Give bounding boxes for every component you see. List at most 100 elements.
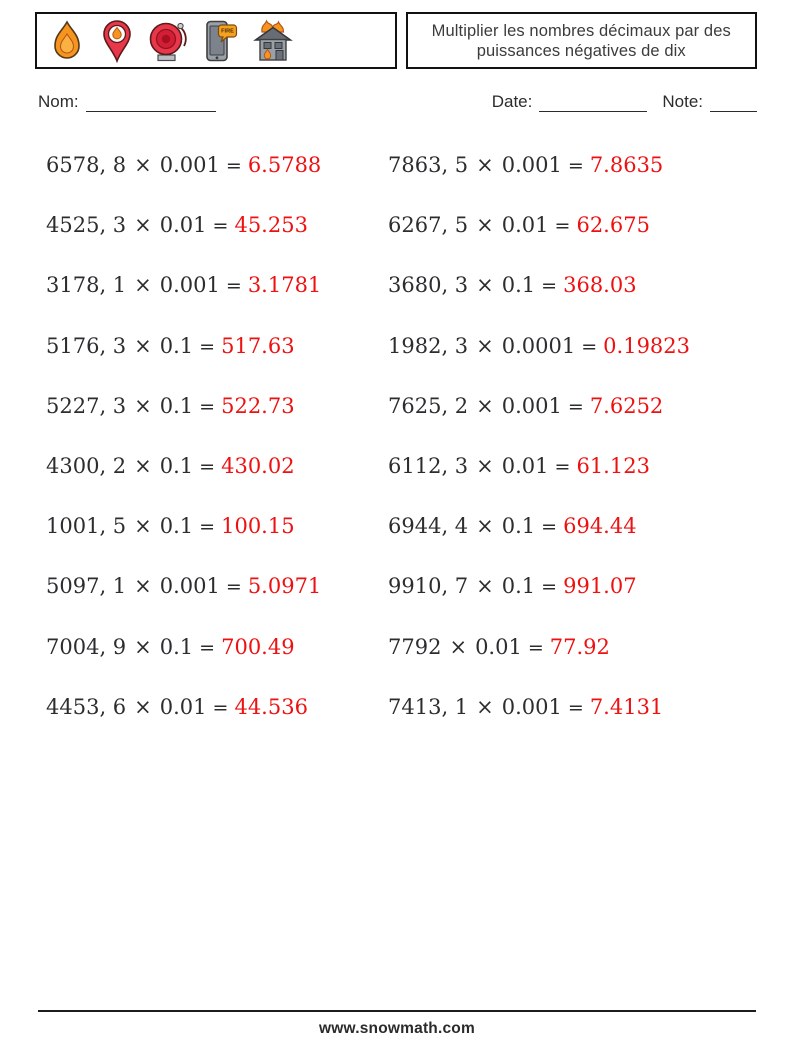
problem-row: 5097, 1 × 0.001 = 5.0971 [46, 571, 388, 631]
problem-multiplier: 0.001 [159, 574, 220, 599]
problem-multiplier: 0.01 [501, 453, 549, 478]
times-sign: × [134, 333, 152, 358]
times-sign: × [476, 273, 494, 298]
problem-row: 3178, 1 × 0.001 = 3.1781 [46, 270, 388, 330]
times-sign: × [476, 153, 494, 177]
problem-row: 1001, 5 × 0.1 = 100.15 [46, 511, 388, 571]
equals-sign: = [527, 636, 544, 659]
problem-operand: 7004, 9 [46, 634, 127, 659]
title-box: Multiplier les nombres décimaux par des … [405, 12, 757, 69]
problems-col-right: 7863, 5 × 0.001 = 7.8635 6267, 5 × 0.01 = 62.675 3… [388, 150, 766, 752]
name-field-group: Nom: [38, 92, 216, 112]
name-blank-line [85, 95, 216, 112]
times-sign: × [449, 634, 468, 659]
fire-alert-phone-icon: FIRE [200, 19, 240, 63]
problem-answer: 517.63 [221, 333, 295, 358]
name-label: Nom: [38, 92, 79, 111]
equals-sign: = [541, 275, 558, 298]
problem-multiplier: 0.001 [501, 694, 562, 719]
times-sign: × [134, 634, 152, 659]
problem-multiplier: 0.001 [501, 393, 562, 418]
problem-row: 6944, 4 × 0.1 = 694.44 [388, 511, 766, 571]
problem-operand: 3680, 3 [388, 273, 469, 298]
equals-sign: = [199, 636, 216, 659]
problem-row: 4525, 3 × 0.01 = 45.253 [46, 210, 388, 270]
problem-operand: 4525, 3 [46, 213, 127, 238]
problem-answer: 694.44 [563, 514, 637, 539]
equals-sign: = [225, 275, 242, 298]
problem-operand: 7413, 1 [388, 694, 469, 719]
burning-house-icon [251, 18, 295, 63]
problem-operand: 6112, 3 [388, 453, 469, 478]
equals-sign: = [199, 516, 216, 539]
problem-operand: 1001, 5 [46, 514, 127, 539]
problem-operand: 5097, 1 [46, 574, 127, 599]
problem-operand: 7863, 5 [388, 153, 469, 177]
equals-sign: = [581, 335, 598, 358]
equals-sign: = [225, 155, 242, 177]
fields-row: Nom: Date: Note: [38, 92, 757, 112]
problem-multiplier: 0.001 [159, 153, 220, 177]
times-sign: × [476, 213, 494, 238]
problem-multiplier: 0.1 [159, 634, 194, 659]
times-sign: × [134, 153, 152, 177]
problem-answer: 61.123 [576, 453, 650, 478]
problem-operand: 7792 [388, 634, 442, 659]
equals-sign: = [199, 395, 216, 418]
equals-sign: = [567, 395, 584, 418]
problem-operand: 4453, 6 [46, 694, 127, 719]
note-label: Note: [662, 92, 703, 111]
equals-sign: = [554, 215, 571, 238]
equals-sign: = [554, 455, 571, 478]
fire-location-pin-icon [98, 19, 136, 63]
problem-multiplier: 0.01 [159, 694, 207, 719]
problem-operand: 7625, 2 [388, 393, 469, 418]
equals-sign: = [199, 455, 216, 478]
times-sign: × [134, 694, 152, 719]
problem-answer: 522.73 [221, 393, 295, 418]
equals-sign: = [225, 576, 242, 599]
problem-multiplier: 0.01 [475, 634, 522, 659]
page-title-line1: Multiplier les nombres décimaux par des [431, 21, 731, 40]
fire-bubble-text: FIRE [221, 28, 234, 34]
fire-alarm-bell-icon [147, 19, 189, 63]
times-sign: × [476, 393, 494, 418]
problem-answer: 368.03 [563, 273, 637, 298]
header-icon-box: FIRE [35, 12, 397, 69]
times-sign: × [134, 514, 152, 539]
problem-row: 7863, 5 × 0.001 = 7.8635 [388, 150, 766, 210]
times-sign: × [476, 574, 494, 599]
problem-answer: 3.1781 [247, 273, 322, 298]
problem-answer: 100.15 [221, 514, 295, 539]
problem-operand: 6944, 4 [388, 514, 469, 539]
problem-row: 5227, 3 × 0.1 = 522.73 [46, 391, 388, 451]
problem-row: 6267, 5 × 0.01 = 62.675 [388, 210, 766, 270]
problem-row: 5176, 3 × 0.1 = 517.63 [46, 331, 388, 391]
problem-row: 6112, 3 × 0.01 = 61.123 [388, 451, 766, 511]
problem-answer: 77.92 [549, 634, 610, 659]
problem-multiplier: 0.1 [501, 514, 536, 539]
problem-multiplier: 0.01 [159, 213, 207, 238]
problem-answer: 0.19823 [603, 333, 691, 358]
problem-operand: 5227, 3 [46, 393, 127, 418]
problem-multiplier: 0.01 [501, 213, 549, 238]
problem-row: 4300, 2 × 0.1 = 430.02 [46, 451, 388, 511]
times-sign: × [134, 273, 152, 298]
times-sign: × [134, 453, 152, 478]
problem-row: 7004, 9 × 0.1 = 700.49 [46, 632, 388, 692]
equals-sign: = [567, 696, 584, 719]
page-title: Multiplier les nombres décimaux par des … [432, 21, 731, 61]
times-sign: × [476, 453, 494, 478]
problem-answer: 6.5788 [247, 153, 322, 177]
problem-answer: 7.4131 [589, 694, 664, 719]
date-field-group: Date: [492, 92, 648, 112]
problem-answer: 62.675 [576, 213, 650, 238]
problem-row: 3680, 3 × 0.1 = 368.03 [388, 270, 766, 330]
problem-multiplier: 0.001 [501, 153, 562, 177]
footer-divider [38, 1010, 756, 1012]
problem-answer: 7.8635 [589, 153, 664, 177]
problem-multiplier: 0.1 [159, 393, 194, 418]
problem-row: 7792 × 0.01 = 77.92 [388, 632, 766, 692]
problem-operand: 6267, 5 [388, 213, 469, 238]
